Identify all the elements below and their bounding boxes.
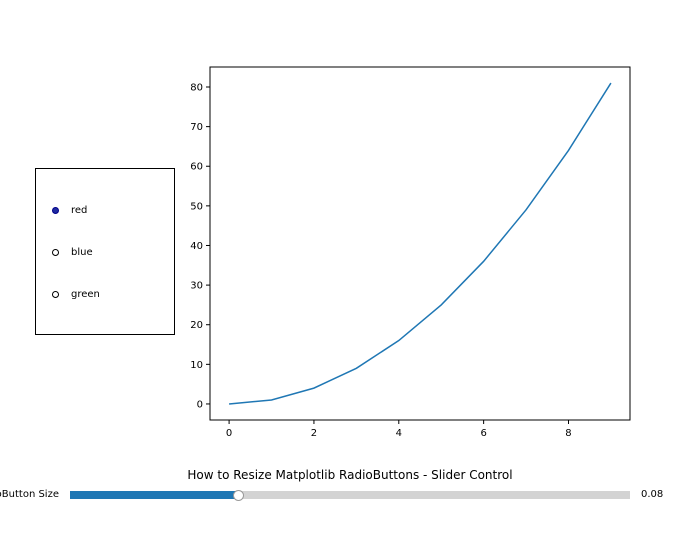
y-tick-label: 70 xyxy=(190,122,203,133)
radio-option-green[interactable]: green xyxy=(52,286,100,302)
x-tick-label: 8 xyxy=(565,428,571,439)
slider-handle[interactable] xyxy=(233,490,244,501)
x-tick-label: 6 xyxy=(480,428,486,439)
series-group xyxy=(229,82,612,405)
radio-label-blue: blue xyxy=(71,246,93,258)
y-tick-label: 10 xyxy=(190,360,203,371)
y-tick-label: 40 xyxy=(190,241,203,252)
figure-title: How to Resize Matplotlib RadioButtons - … xyxy=(187,468,513,482)
x-tick-label: 2 xyxy=(311,428,317,439)
size-slider[interactable] xyxy=(70,490,630,501)
radio-label-red: red xyxy=(71,204,88,216)
radio-buttons-panel: red blue green xyxy=(35,168,175,335)
radio-dot-icon[interactable] xyxy=(52,290,59,298)
plot-area-frame xyxy=(209,66,631,421)
y-tick-label: 60 xyxy=(190,162,203,173)
y-tick-label: 0 xyxy=(197,399,203,410)
x-tick-label: 4 xyxy=(396,428,402,439)
y-tick-label: 50 xyxy=(190,201,203,212)
y-tick-label: 20 xyxy=(190,320,203,331)
slider-label: RadioButton Size xyxy=(0,489,59,500)
y-tick-label: 30 xyxy=(190,281,203,292)
radio-dot-icon[interactable] xyxy=(52,206,59,214)
radio-label-green: green xyxy=(71,288,100,300)
slider-label-text: RadioButton Size xyxy=(0,489,59,500)
slider-fill xyxy=(70,491,238,499)
y-tick-label: 80 xyxy=(190,83,203,94)
x-tick-label: 0 xyxy=(226,428,232,439)
radio-dot-icon[interactable] xyxy=(52,248,59,256)
radio-option-red[interactable]: red xyxy=(52,202,87,218)
slider-value: 0.08 xyxy=(641,489,664,500)
series-line xyxy=(229,82,612,405)
radio-option-blue[interactable]: blue xyxy=(52,244,93,260)
